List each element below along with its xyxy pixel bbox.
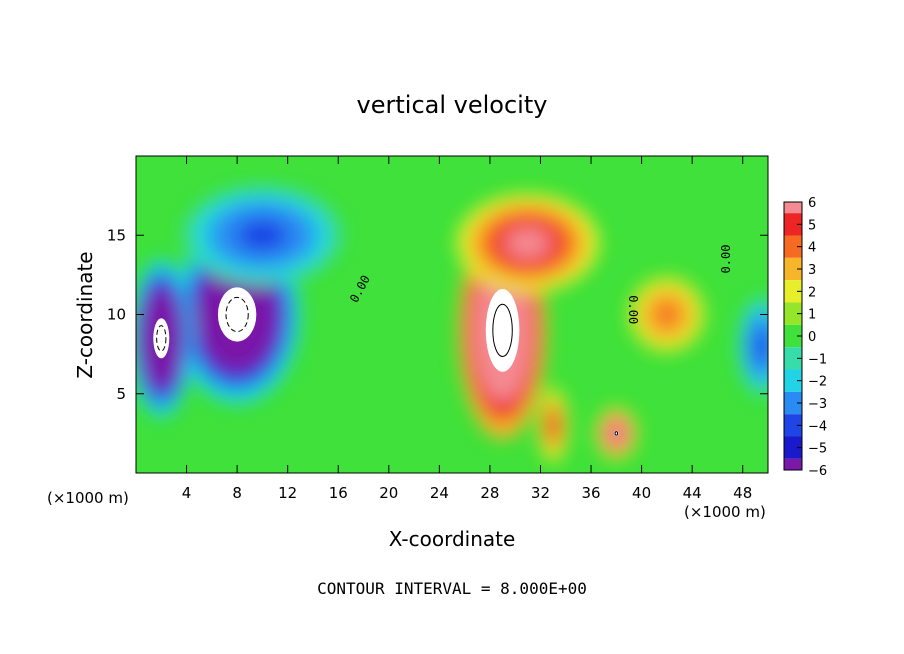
positive-contour: [492, 303, 513, 358]
y-tick-label: 5: [116, 385, 126, 403]
x-tick-label: 40: [632, 484, 651, 502]
contour-interval-footer: CONTOUR INTERVAL = 8.000E+00: [317, 579, 587, 598]
x-tick-label: 4: [182, 484, 192, 502]
colorbar-swatch: [784, 414, 802, 426]
updraft-shading: [654, 301, 680, 328]
y-tick-label: 15: [107, 226, 126, 244]
colorbar-tick-label: −1: [808, 352, 827, 367]
x-axis-label: X-coordinate: [389, 527, 516, 551]
velocity-field: 0.000.000.00: [136, 156, 768, 473]
y-axis-label: Z-coordinate: [73, 251, 97, 378]
colorbar-tick-label: 6: [808, 196, 816, 211]
negative-contour: [225, 296, 249, 333]
colorbar-swatch: [784, 380, 802, 392]
chart-title: vertical velocity: [357, 91, 548, 119]
updraft-shading: [548, 412, 559, 439]
out-of-range-core: [485, 288, 520, 372]
colorbar-swatch: [784, 347, 802, 359]
x-tick-label: 32: [531, 484, 550, 502]
negative-contour: [156, 325, 167, 352]
colorbar-swatch: [784, 436, 802, 449]
contour-label: 0.00: [719, 245, 733, 274]
out-of-range-core: [217, 287, 257, 342]
downdraft-shading: [237, 219, 288, 252]
colorbar-swatch: [784, 313, 802, 325]
colorbar-tick-label: −2: [808, 375, 827, 390]
out-of-range-core: [153, 318, 170, 359]
colorbar-swatch: [784, 403, 802, 415]
x-tick-label: 20: [379, 484, 398, 502]
colorbar-swatch: [784, 336, 802, 348]
y-tick-label: 10: [107, 306, 126, 324]
colorbar-swatch: [784, 224, 802, 236]
x-axis: 4 8 12 16 20 24 28 32 36 40 44 48: [182, 156, 752, 502]
contour-lines: 0.000.000.00: [156, 245, 733, 436]
colorbar-swatch: [784, 302, 802, 315]
colorbar-swatch: [784, 458, 802, 471]
colorbar-tick-label: 4: [808, 241, 816, 256]
colorbar-swatch: [784, 358, 802, 370]
colorbar-swatch: [784, 369, 802, 382]
colorbar-swatch: [784, 291, 802, 303]
x-tick-label: 36: [581, 484, 600, 502]
colorbar-tick-label: −5: [808, 442, 827, 457]
y-axis: 5 10 15: [107, 226, 768, 403]
colorbar-swatch: [784, 280, 802, 292]
contour-label: 0.00: [626, 295, 640, 324]
colorbar-tick-label: 3: [808, 263, 816, 278]
colorbar-tick-label: 1: [808, 308, 816, 323]
x-tick-label: 8: [232, 484, 242, 502]
x-tick-label: 44: [683, 484, 702, 502]
colorbar-swatch: [784, 269, 802, 281]
x-tick-label: 16: [329, 484, 348, 502]
colorbar-swatch: [784, 246, 802, 258]
colorbar-tick-label: 0: [808, 330, 816, 345]
colorbar-tick-label: −6: [808, 464, 827, 479]
colorbar-swatch: [784, 202, 802, 214]
x-tick-label: 12: [278, 484, 297, 502]
colorbar-swatch: [784, 257, 802, 270]
updraft-shading: [505, 227, 551, 260]
colorbar-swatch: [784, 213, 802, 225]
x-tick-label: 28: [480, 484, 499, 502]
colorbar-swatch: [784, 447, 802, 459]
colorbar-swatch: [784, 425, 802, 437]
colorbar: 6 5 4 3 2 1 0 −1 −2 −3 −4 −5 −6: [783, 196, 827, 479]
positive-contour: [614, 431, 619, 436]
x-unit-left: (×1000 m): [47, 489, 129, 507]
x-unit-right: (×1000 m): [684, 503, 766, 521]
colorbar-swatch: [784, 235, 802, 248]
colorbar-tick-label: −4: [808, 419, 827, 434]
colorbar-swatch: [784, 324, 802, 337]
colorbar-swatch: [784, 391, 802, 404]
x-tick-label: 24: [430, 484, 449, 502]
colorbar-tick-label: 5: [808, 218, 816, 233]
downdraft-shading: [754, 330, 768, 363]
colorbar-tick-label: 2: [808, 285, 816, 300]
x-tick-label: 48: [733, 484, 752, 502]
colorbar-tick-label: −3: [808, 397, 827, 412]
